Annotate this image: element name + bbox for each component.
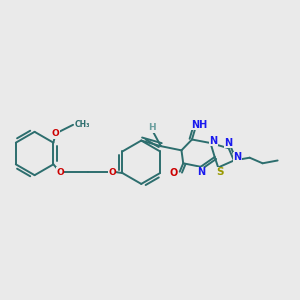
- Text: N: N: [233, 152, 242, 162]
- Text: CH₃: CH₃: [75, 120, 90, 129]
- Text: N: N: [209, 136, 218, 146]
- Text: S: S: [216, 167, 224, 177]
- Text: O: O: [52, 129, 59, 138]
- Text: O: O: [56, 167, 64, 176]
- Text: O: O: [108, 167, 116, 176]
- Text: NH: NH: [191, 120, 207, 130]
- Text: N: N: [196, 167, 205, 177]
- Text: H: H: [148, 124, 156, 133]
- Text: O: O: [169, 168, 178, 178]
- Text: N: N: [225, 138, 233, 148]
